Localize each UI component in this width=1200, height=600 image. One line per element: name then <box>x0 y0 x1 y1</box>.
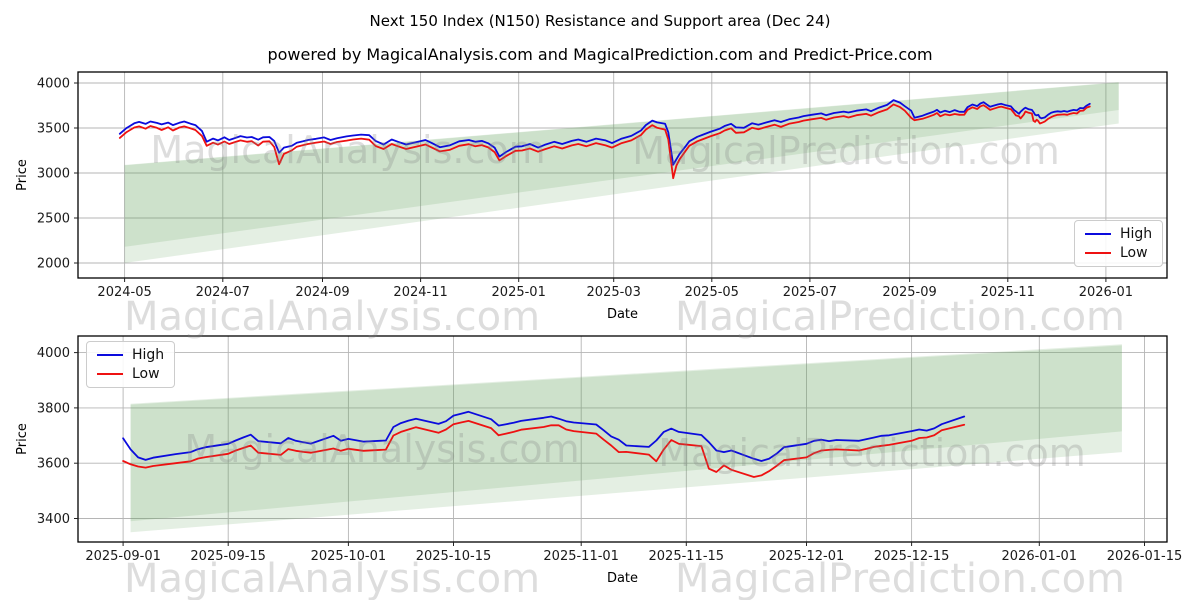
legend-entry-high: High <box>1085 226 1152 242</box>
y-tick-label: 3500 <box>37 122 70 137</box>
legend-zoomed: High Low <box>86 341 176 388</box>
x-tick-label: 2025-01 <box>492 285 546 300</box>
low-line <box>122 419 966 478</box>
y-tick-label: 3600 <box>37 457 70 472</box>
y-tick-label: 2500 <box>37 212 70 227</box>
high-line <box>118 99 1091 166</box>
price-axis-label: Price <box>15 423 30 455</box>
y-tick-label: 3000 <box>37 167 70 182</box>
support-resistance-band <box>130 344 1122 533</box>
low-line-swatch <box>97 373 123 375</box>
legend-entry-low: Low <box>1085 245 1152 261</box>
x-tick-label: 2024-11 <box>393 285 447 300</box>
x-tick-label: 2025-10-01 <box>311 549 387 564</box>
legend-label-high: High <box>1120 226 1153 242</box>
x-tick-label: 2025-10-15 <box>416 549 492 564</box>
x-tick-label: 2025-11-01 <box>543 549 619 564</box>
support-resistance-band <box>124 82 1119 263</box>
x-tick-label: 2024-09 <box>295 285 349 300</box>
legend-label-low: Low <box>1120 245 1148 261</box>
plot-border <box>77 335 1168 543</box>
high-line-swatch <box>97 354 123 356</box>
price-axis-label: Price <box>15 159 30 191</box>
watermark-text: MagicalPrediction.com <box>675 556 1125 600</box>
x-tick-label: 2025-12-01 <box>769 549 845 564</box>
support-resistance-band <box>124 82 1119 247</box>
high-line-swatch <box>1085 233 1111 235</box>
x-tick-label: 2025-07 <box>783 285 837 300</box>
page-title: Next 150 Index (N150) Resistance and Sup… <box>369 12 831 30</box>
watermark-text: MagicalPrediction.com <box>632 129 1060 173</box>
date-axis-label: Date <box>607 307 638 322</box>
chart-overview: 2024-05 2024-07 2024-09 2024-11 2025-01 2025-… <box>15 71 1168 322</box>
support-resistance-band <box>130 345 1122 522</box>
y-tick-label: 4000 <box>37 346 70 361</box>
watermark-text: MagicalAnalysis.com <box>184 427 579 471</box>
watermark-text: MagicalAnalysis.com <box>124 294 540 340</box>
x-tick-label: 2025-05 <box>685 285 739 300</box>
legend-entry-low: Low <box>97 366 164 382</box>
legend-label-high: High <box>132 347 165 363</box>
legend-entry-high: High <box>97 347 164 363</box>
y-tick-label: 3800 <box>37 401 70 416</box>
date-axis-label: Date <box>607 571 638 586</box>
low-line-swatch <box>1085 252 1111 254</box>
x-tick-label: 2025-11 <box>981 285 1035 300</box>
x-tick-label: 2025-03 <box>587 285 641 300</box>
x-tick-label: 2026-01-15 <box>1107 549 1183 564</box>
x-tick-label: 2025-09 <box>882 285 936 300</box>
x-tick-label: 2025-12-15 <box>874 549 950 564</box>
watermark-text: MagicalPrediction.com <box>658 431 1086 475</box>
page-subtitle: powered by MagicalAnalysis.com and Magic… <box>267 45 933 64</box>
chart-zoomed: 2025-09-01 2025-09-15 2025-10-01 2025-10-15… <box>15 335 1183 586</box>
legend-label-low: Low <box>132 366 160 382</box>
high-line <box>122 410 966 462</box>
x-tick-label: 2024-05 <box>97 285 151 300</box>
low-line <box>118 103 1091 180</box>
x-tick-label: 2026-01 <box>1079 285 1133 300</box>
x-tick-label: 2024-07 <box>196 285 250 300</box>
y-tick-label: 4000 <box>37 77 70 92</box>
x-tick-label: 2025-09-01 <box>85 549 161 564</box>
x-tick-label: 2025-11-15 <box>649 549 725 564</box>
x-tick-label: 2025-09-15 <box>190 549 266 564</box>
plot-border <box>77 71 1168 279</box>
watermark-text: MagicalAnalysis.com <box>124 556 540 600</box>
y-tick-label: 3400 <box>37 512 70 527</box>
watermark-text: MagicalAnalysis.com <box>150 128 545 172</box>
x-tick-label: 2026-01-01 <box>1002 549 1078 564</box>
legend-overview: High Low <box>1074 220 1164 267</box>
y-tick-label: 2000 <box>37 257 70 272</box>
watermark-text: MagicalPrediction.com <box>675 294 1125 340</box>
